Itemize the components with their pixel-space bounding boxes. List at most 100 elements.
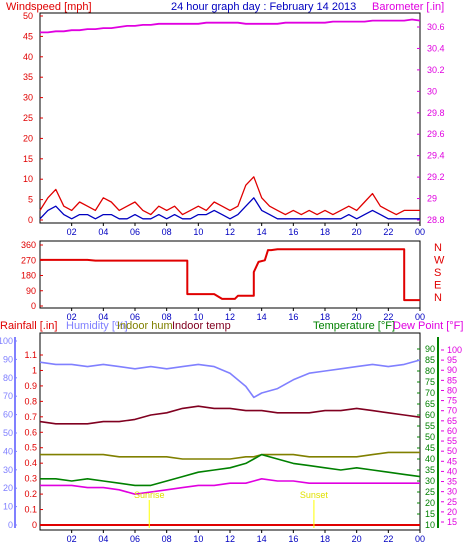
barometer-axis-tick-label: 30.2 — [427, 65, 445, 75]
wind-panel-xtick-label: 10 — [193, 227, 203, 237]
direction-panel-xtick-label: 16 — [288, 312, 298, 322]
series-dewpoint — [40, 477, 420, 496]
direction-panel-xtick-label: 08 — [162, 312, 172, 322]
wind-panel-xtick-label: 18 — [320, 227, 330, 237]
rain-axis-tick-label: 0 — [32, 520, 37, 530]
wind-panel-xtick-label: 22 — [383, 227, 393, 237]
wind-axis-tick-label: 25 — [23, 113, 33, 123]
compass-label: E — [434, 280, 441, 292]
humidity-axis-tick-label: 100 — [0, 336, 13, 346]
humidity-axis-tick-label: 30 — [3, 465, 13, 475]
rain-axis-tick-label: 1 — [32, 365, 37, 375]
temp-panel-xtick-label: 10 — [193, 534, 203, 544]
temperature-axis-tick-label: 65 — [425, 399, 435, 409]
wind-panel-xtick-label: 12 — [225, 227, 235, 237]
direction-axis-tick-label: 360 — [21, 240, 36, 250]
dewpoint-axis-tick-label: 75 — [447, 396, 457, 406]
wind-axis-tick-label: 45 — [23, 31, 33, 41]
temperature-axis-title: Temperature [°F] — [313, 320, 395, 332]
wind-panel-xtick-label: 00 — [415, 227, 425, 237]
chart-title: 24 hour graph day : February 14 2013 — [171, 1, 356, 13]
rain-axis-tick-label: 0.5 — [24, 443, 37, 453]
direction-panel-xtick-label: 22 — [383, 312, 393, 322]
wind-axis-title: Windspeed [mph] — [6, 1, 92, 13]
temperature-axis-tick-label: 90 — [425, 344, 435, 354]
wind-axis-tick-label: 10 — [23, 174, 33, 184]
temp-panel-frame — [39, 332, 421, 531]
direction-panel-xtick-label: 10 — [193, 312, 203, 322]
series-indoor_hum — [40, 451, 420, 460]
direction-panel-frame — [39, 240, 421, 309]
dewpoint-axis-tick-label: 60 — [447, 426, 457, 436]
rain-axis-tick-label: 0.6 — [24, 427, 37, 437]
indoor-hum-label: Indoor hum — [117, 320, 173, 332]
temp-panel-xtick-label: 16 — [288, 534, 298, 544]
wind-panel-xtick-label: 14 — [257, 227, 267, 237]
barometer-axis-tick-label: 29.2 — [427, 172, 445, 182]
temperature-axis-tick-label: 25 — [425, 487, 435, 497]
dewpoint-axis-tick-label: 95 — [447, 355, 457, 365]
temp-panel-xtick-label: 22 — [383, 534, 393, 544]
temperature-axis-tick-label: 45 — [425, 443, 435, 453]
dewpoint-axis-tick-label: 100 — [447, 345, 462, 355]
wind-axis-tick-label: 15 — [23, 154, 33, 164]
wind-panel-xtick-label: 02 — [67, 227, 77, 237]
direction-panel-xtick-label: 20 — [352, 312, 362, 322]
dewpoint-axis-tick-label: 15 — [447, 517, 457, 527]
dewpoint-axis-tick-label: 90 — [447, 365, 457, 375]
dewpoint-axis-tick-label: 50 — [447, 446, 457, 456]
humidity-axis-tick-label: 60 — [3, 410, 13, 420]
temp-panel-xtick-label: 12 — [225, 534, 235, 544]
dewpoint-axis-tick-label: 80 — [447, 385, 457, 395]
humidity-axis-tick-label: 10 — [3, 502, 13, 512]
humidity-axis-tick-label: 40 — [3, 446, 13, 456]
barometer-axis-tick-label: 30 — [427, 86, 437, 96]
dewpoint-axis-tick-label: 35 — [447, 477, 457, 487]
temperature-axis-tick-label: 35 — [425, 465, 435, 475]
temperature-axis-tick-label: 60 — [425, 410, 435, 420]
wind-panel-xtick-label: 06 — [130, 227, 140, 237]
wind-axis-tick-label: 5 — [28, 195, 33, 205]
temperature-axis-tick-label: 15 — [425, 509, 435, 519]
humidity-axis-tick-label: 90 — [3, 354, 13, 364]
compass-label: S — [434, 267, 441, 279]
rain-axis-tick-label: 0.4 — [24, 458, 37, 468]
temperature-axis-tick-label: 10 — [425, 520, 435, 530]
temperature-axis-tick-label: 75 — [425, 377, 435, 387]
wind-axis-tick-label: 0 — [28, 215, 33, 225]
dewpoint-axis-tick-label: 40 — [447, 466, 457, 476]
direction-panel-xtick-label: 14 — [257, 312, 267, 322]
dewpoint-axis-tick-label: 30 — [447, 487, 457, 497]
dewpoint-axis-tick-label: 55 — [447, 436, 457, 446]
dewpoint-axis-tick-label: 65 — [447, 416, 457, 426]
wind-axis-tick-label: 30 — [23, 93, 33, 103]
wind-axis-tick-label: 20 — [23, 133, 33, 143]
wind-panel-xtick-label: 16 — [288, 227, 298, 237]
dewpoint-axis-title: Dew Point [°F] — [393, 320, 463, 332]
compass-label: W — [434, 255, 445, 267]
series-barometer — [40, 18, 421, 34]
direction-axis-tick-label: 0 — [31, 301, 36, 311]
wind-axis-tick-label: 35 — [23, 72, 33, 82]
sun-marker-label: Sunrise — [134, 490, 165, 500]
temperature-axis-tick-label: 85 — [425, 355, 435, 365]
dewpoint-axis-tick-label: 20 — [447, 507, 457, 517]
temp-panel-xtick-label: 14 — [257, 534, 267, 544]
compass-label: N — [434, 242, 442, 254]
temperature-axis-tick-label: 40 — [425, 454, 435, 464]
temperature-axis-tick-label: 30 — [425, 476, 435, 486]
rain-axis-tick-label: 0.1 — [24, 505, 37, 515]
series-direction — [40, 248, 420, 302]
direction-panel-xtick-label: 00 — [415, 312, 425, 322]
barometer-axis-tick-label: 28.8 — [427, 215, 445, 225]
temp-panel-xtick-label: 00 — [415, 534, 425, 544]
barometer-axis-title: Barometer [.in] — [372, 1, 444, 13]
barometer-axis-tick-label: 30.6 — [427, 22, 445, 32]
temp-panel-xtick-label: 06 — [130, 534, 140, 544]
indoor-temp-label: Indoor temp — [172, 320, 231, 332]
direction-axis-tick-label: 270 — [21, 255, 36, 265]
temp-humidity-panel: 1.110.90.80.70.60.50.40.30.20.1010090807… — [0, 332, 462, 544]
rain-axis-tick-label: 0.2 — [24, 489, 37, 499]
wind-barometer-panel: 5045403530252015105030.630.430.23029.829… — [23, 11, 445, 237]
